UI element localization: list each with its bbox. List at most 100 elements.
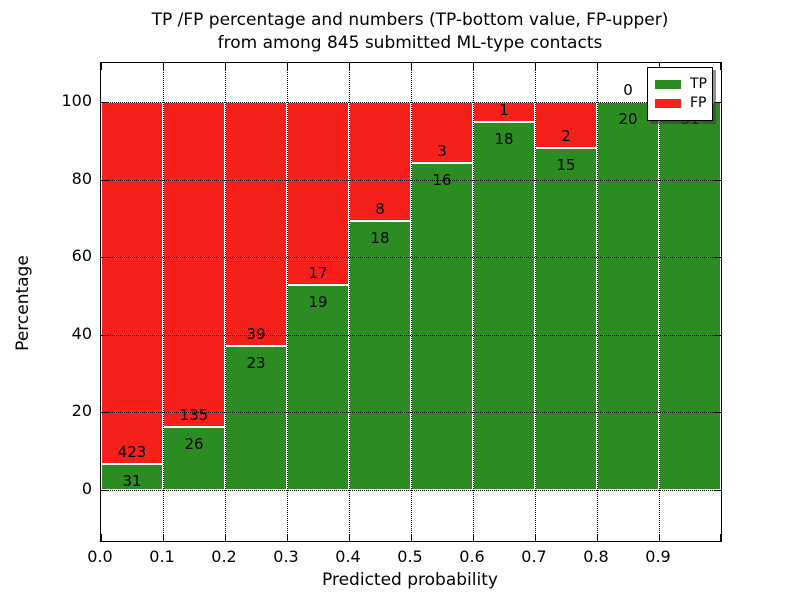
plot-area: 423311352639231719818316118215020031 (100, 62, 722, 542)
y-tick-mark (714, 102, 721, 103)
x-tick-label: 0.8 (583, 547, 609, 566)
tp-swatch-icon (655, 79, 681, 89)
bar-label-fp: 423 (117, 442, 147, 461)
x-tick-mark (659, 534, 660, 541)
bar-label-fp: 39 (246, 325, 266, 344)
legend-label-tp: TP (690, 76, 707, 92)
x-tick-label: 0.1 (149, 547, 175, 566)
x-tick-mark (349, 534, 350, 541)
bar-label-fp: 17 (308, 264, 328, 283)
x-tick-label: 0.6 (459, 547, 485, 566)
x-tick-label: 0.3 (273, 547, 299, 566)
bar-label-fp: 8 (375, 200, 385, 219)
bar-segment-tp (659, 102, 721, 490)
y-tick-mark (101, 412, 108, 414)
bar-segment-tp (287, 285, 349, 490)
x-gridline (597, 63, 598, 541)
y-tick-mark (714, 334, 721, 336)
bar-label-tp: 20 (618, 110, 638, 128)
x-tick-label: 0.9 (645, 547, 671, 566)
y-tick-label: 0 (81, 479, 92, 498)
x-tick-mark (720, 63, 721, 70)
y-tick-label: 20 (71, 401, 92, 421)
x-tick-mark (659, 63, 660, 70)
y-tick-label: 80 (71, 168, 92, 188)
y-tick-mark (714, 179, 721, 181)
bar-segment-fp (535, 102, 597, 148)
y-tick-label: 100 (61, 91, 92, 110)
y-tick-mark (101, 257, 108, 259)
x-tick-mark (225, 63, 226, 70)
x-tick-mark (163, 63, 164, 70)
x-tick-mark (101, 63, 102, 70)
legend: TP FP (647, 67, 713, 121)
x-gridline (535, 63, 536, 541)
x-gridline (349, 63, 350, 541)
bar-label-fp: 0 (623, 81, 633, 99)
x-tick-mark (720, 534, 721, 541)
bar-segment-fp (287, 102, 349, 286)
chart-title: TP /FP percentage and numbers (TP-bottom… (100, 9, 720, 55)
y-tick-label: 40 (71, 323, 92, 343)
x-tick-mark (597, 63, 598, 70)
bar-segment-tp (101, 463, 163, 490)
bar-label-tp: 19 (308, 293, 328, 312)
x-tick-mark (349, 63, 350, 70)
bar-segment-fp (163, 102, 225, 428)
bar-label-tp: 18 (494, 130, 514, 149)
y-tick-mark (101, 490, 108, 491)
legend-item-fp: FP (655, 95, 707, 111)
x-gridline (659, 63, 660, 541)
legend-item-tp: TP (655, 76, 707, 92)
bar-label-tp: 16 (432, 171, 452, 190)
x-tick-mark (287, 534, 288, 541)
bar-segment-fp (101, 102, 163, 464)
bar-segment-tp (411, 163, 473, 490)
y-tick-mark (101, 179, 108, 181)
x-tick-mark (473, 63, 474, 70)
x-tick-mark (225, 534, 226, 541)
x-axis-label: Predicted probability (322, 570, 498, 590)
x-tick-label: 0.4 (335, 547, 361, 566)
y-tick-mark (714, 257, 721, 259)
x-tick-mark (287, 63, 288, 70)
chart-title-line1: TP /FP percentage and numbers (TP-bottom… (151, 10, 669, 30)
bar-label-tp: 23 (246, 354, 266, 373)
x-tick-mark (411, 534, 412, 541)
y-axis-label: Percentage (13, 255, 33, 351)
legend-label-fp: FP (690, 95, 707, 111)
x-gridline (225, 63, 226, 541)
bar-label-fp: 3 (437, 142, 447, 161)
x-tick-mark (411, 63, 412, 70)
bar-label-tp: 26 (184, 435, 204, 454)
x-tick-mark (535, 63, 536, 70)
y-tick-mark (101, 102, 108, 103)
y-tick-mark (714, 490, 721, 491)
bar-label-fp: 135 (179, 406, 209, 425)
bar-segment-tp (163, 427, 225, 490)
x-tick-label: 0.0 (87, 547, 113, 566)
x-tick-label: 0.2 (211, 547, 237, 566)
fp-swatch-icon (655, 98, 681, 108)
x-gridline (473, 63, 474, 541)
y-tick-mark (101, 334, 108, 336)
bar-segment-tp (597, 102, 659, 490)
bar-label-fp: 2 (561, 126, 571, 145)
x-gridline (163, 63, 164, 541)
x-tick-mark (597, 534, 598, 541)
chart-title-line2: from among 845 submitted ML-type contact… (217, 33, 603, 53)
x-tick-mark (163, 534, 164, 541)
bar-segment-tp (473, 122, 535, 490)
x-tick-mark (473, 534, 474, 541)
bar-label-tp: 18 (370, 229, 390, 248)
y-tick-label: 60 (71, 246, 92, 266)
x-gridline (411, 63, 412, 541)
bar-label-fp: 1 (499, 101, 509, 120)
y-tick-mark (714, 412, 721, 414)
bar-label-tp: 15 (556, 155, 576, 174)
x-tick-label: 0.5 (397, 547, 423, 566)
bar-segment-fp (225, 102, 287, 347)
x-gridline (287, 63, 288, 541)
x-tick-label: 0.7 (521, 547, 547, 566)
